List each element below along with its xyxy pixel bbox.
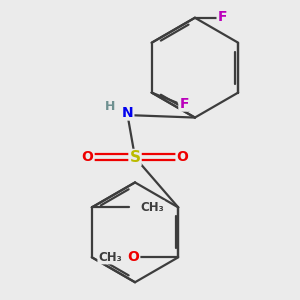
- Text: O: O: [128, 250, 139, 264]
- Text: CH₃: CH₃: [140, 201, 164, 214]
- Text: O: O: [176, 151, 188, 164]
- Text: CH₃: CH₃: [98, 251, 122, 264]
- Text: F: F: [179, 97, 189, 111]
- Text: S: S: [130, 150, 140, 165]
- Text: O: O: [82, 151, 94, 164]
- Text: N: N: [122, 106, 134, 120]
- Text: F: F: [218, 10, 227, 24]
- Text: H: H: [105, 100, 115, 112]
